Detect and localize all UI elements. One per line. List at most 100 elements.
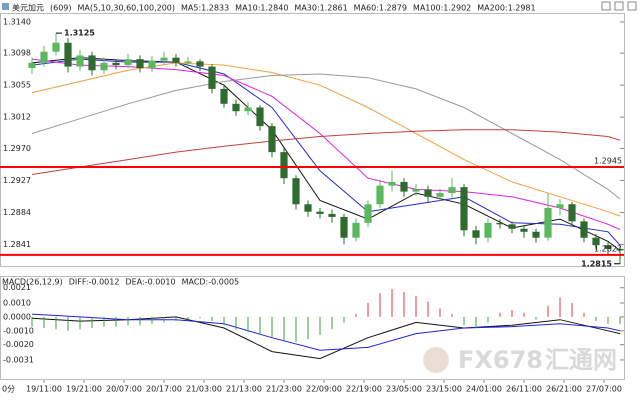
level-label: 1.2827 <box>594 244 622 253</box>
y-tick-label: -0.0031 <box>3 355 34 364</box>
legend-entry: MA30:1.2861 <box>294 4 347 13</box>
menu-icon[interactable] <box>2 3 9 10</box>
y-tick-label: 1.3055 <box>3 81 31 90</box>
candle-body <box>208 66 216 89</box>
period-label: 0分 <box>2 385 15 394</box>
candle-body <box>376 185 384 205</box>
macd-panel-frame <box>0 276 625 380</box>
x-tick-label: 23/15:00 <box>426 385 462 394</box>
high-annotation: 1.3125 <box>64 29 95 38</box>
watermark: FX678 <box>458 346 543 374</box>
y-tick-label: 1.3098 <box>3 49 31 58</box>
main-panel-frame <box>0 13 625 267</box>
candle-body <box>280 152 288 179</box>
candle-body <box>568 204 576 222</box>
candle-body <box>460 187 468 231</box>
candle-body <box>256 107 264 127</box>
candle-body <box>292 178 300 205</box>
y-tick-label: 1.2970 <box>3 144 31 153</box>
indicator-label: MA(5,10,30,60,100,200) <box>78 4 176 13</box>
y-tick-label: -0.0010 <box>3 326 34 335</box>
y-tick-label: 0.0021 <box>3 283 31 292</box>
candle-body <box>196 61 204 67</box>
candle-body <box>316 211 324 214</box>
candle-body <box>112 62 120 66</box>
x-tick-label: 20/17:00 <box>146 385 182 394</box>
icon-close[interactable] <box>627 1 637 11</box>
candle-body <box>580 221 588 238</box>
candle-body <box>304 204 312 212</box>
candle-body <box>100 62 108 71</box>
candle-body <box>88 55 96 71</box>
candle-body <box>496 222 504 225</box>
series-line <box>31 73 621 200</box>
candle-body <box>160 57 168 61</box>
candle-body <box>424 189 432 197</box>
candle-body <box>40 51 48 63</box>
x-tick-label: 21/13:00 <box>226 385 262 394</box>
candle-body <box>592 237 600 246</box>
candle-body <box>388 181 396 186</box>
y-tick-label: 1.3012 <box>3 113 31 122</box>
y-tick-label: 1.3140 <box>3 17 31 26</box>
series-line <box>31 313 621 351</box>
y-tick-label: 0.0000 <box>3 312 31 321</box>
candle-body <box>400 181 408 192</box>
candle-body <box>508 224 516 229</box>
candle-body <box>340 216 348 238</box>
low-annotation: 1.2815 <box>581 259 612 268</box>
x-tick-label: 19/21:00 <box>66 385 102 394</box>
x-tick-label: 22/09:00 <box>306 385 342 394</box>
legend-entry: MA200:1.2981 <box>477 4 535 13</box>
x-tick-label: 23/05:00 <box>386 385 422 394</box>
x-tick-label: 20/07:00 <box>106 385 142 394</box>
legend-entry: MA5:1.2833 <box>181 4 229 13</box>
candle-body <box>136 59 144 69</box>
candle-body <box>64 42 72 67</box>
candle-body <box>616 248 624 251</box>
icon-settings[interactable] <box>601 1 611 11</box>
legend-entry: DEA:-0.0010 <box>125 278 175 287</box>
candle-body <box>328 213 336 217</box>
candle-body <box>172 57 180 63</box>
icon-zoom[interactable] <box>614 1 624 11</box>
candle-body <box>604 245 612 249</box>
candle-body <box>148 60 156 69</box>
series-line <box>31 57 621 251</box>
candle-body <box>532 231 540 238</box>
y-tick-label: 0.0010 <box>3 299 31 308</box>
y-tick-label: 1.2841 <box>3 240 31 249</box>
candle-body <box>76 55 84 67</box>
legend-entry: MA10:1.2840 <box>235 4 288 13</box>
legend-entry: MA60:1.2879 <box>354 4 407 13</box>
x-tick-label: 24/01:00 <box>466 385 502 394</box>
candle-body <box>232 103 240 112</box>
watermark-logo <box>423 347 449 373</box>
series-line <box>31 129 621 175</box>
series-line <box>31 58 621 246</box>
candle-body <box>28 62 36 69</box>
legend-entry: MACD:-0.0005 <box>182 278 240 287</box>
chart-title: 美元加元 <box>12 3 44 13</box>
candle-body <box>484 222 492 238</box>
x-tick-label: 26/21:00 <box>546 385 582 394</box>
x-tick-label: 27/07:00 <box>586 385 622 394</box>
candle-body <box>220 88 228 104</box>
candle-body <box>556 204 564 208</box>
candle-body <box>268 126 276 153</box>
series-line <box>31 62 621 217</box>
candle-body <box>124 59 132 66</box>
y-tick-label: 1.2884 <box>3 208 31 217</box>
series-line <box>31 58 621 230</box>
candle-body <box>352 222 360 238</box>
watermark: 汇通网 <box>545 346 617 374</box>
legend-entry: DIFF:-0.0012 <box>69 278 120 287</box>
level-label: 1.2945 <box>594 157 622 166</box>
chart-subtitle: (609) <box>50 4 72 13</box>
candle-body <box>436 193 444 197</box>
candle-body <box>184 61 192 63</box>
candle-body <box>364 204 372 223</box>
candle-body <box>448 187 456 194</box>
x-tick-label: 21/23:00 <box>266 385 302 394</box>
